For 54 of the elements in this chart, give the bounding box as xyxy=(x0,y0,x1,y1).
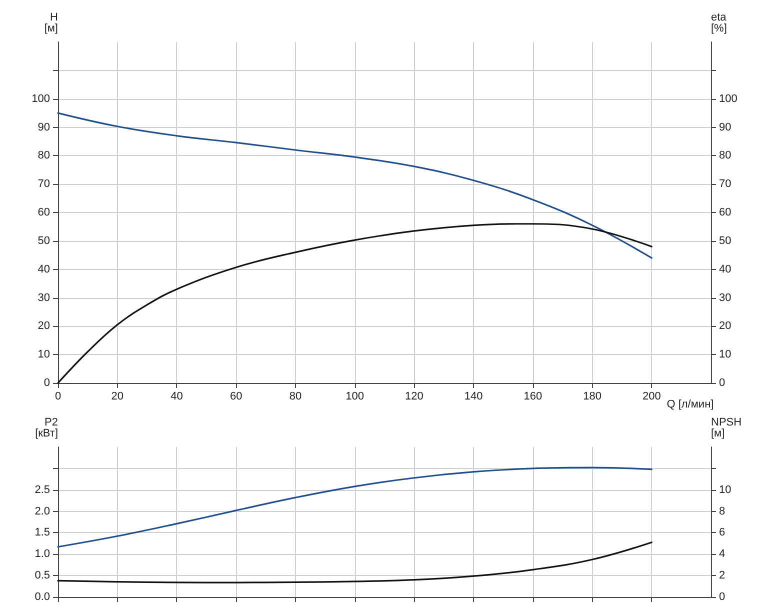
x-tick-label: 180 xyxy=(583,390,602,402)
y2-tick-label: 90 xyxy=(719,121,732,134)
y-tick-label: 1.0 xyxy=(34,548,50,560)
x-tick-label: 0 xyxy=(54,390,62,402)
y2-tick-label: 60 xyxy=(719,206,732,218)
x-axis-title: Q [л/мин] xyxy=(666,398,714,410)
line-series xyxy=(57,223,652,384)
y-tick-label: 90 xyxy=(38,121,50,134)
y2-tick-label: 2 xyxy=(719,570,726,582)
x-tick-label: 60 xyxy=(230,390,242,402)
x-tick-label: 20 xyxy=(111,390,124,402)
y2-tick-label: 80 xyxy=(719,150,732,162)
y2-tick-label: 4 xyxy=(719,548,726,560)
y-tick-label: 80 xyxy=(38,150,50,162)
y2-tick-label: 20 xyxy=(719,320,732,332)
y2-tick-label: 10 xyxy=(719,348,732,361)
x-tick-label: 140 xyxy=(464,390,483,402)
x-tick-label: 80 xyxy=(289,390,302,402)
y-tick-label: 60 xyxy=(38,206,50,218)
y-tick-label: 10 xyxy=(38,348,50,361)
line-series xyxy=(57,466,652,548)
y-tick-label: 2.0 xyxy=(34,505,50,518)
y2-tick-label: 30 xyxy=(719,292,732,304)
x-tick-label: 120 xyxy=(405,390,424,402)
y2-tick-label: 70 xyxy=(719,178,732,190)
y2-tick-label: 10 xyxy=(719,484,732,496)
y2-tick-label: 0 xyxy=(719,591,726,603)
y-tick-label: 50 xyxy=(38,234,50,247)
y2-tick-label: 40 xyxy=(719,263,732,276)
y-tick-label: 70 xyxy=(38,178,50,190)
line-series xyxy=(57,112,652,259)
y2-tick-label: 8 xyxy=(719,505,726,518)
y-tick-label: 2.5 xyxy=(34,484,50,496)
y2-tick-label: 6 xyxy=(719,526,726,539)
x-tick-label: 160 xyxy=(524,390,542,402)
y2-tick-label: 100 xyxy=(719,92,738,105)
y-axis-title: P2 [кВт] xyxy=(35,416,58,440)
y2-tick-label: 50 xyxy=(719,234,732,247)
x-tick-label: 200 xyxy=(642,390,661,402)
y2-axis-title: NPSH [м] xyxy=(711,416,742,440)
y-tick-label: 40 xyxy=(38,263,50,276)
x-tick-label: 100 xyxy=(346,390,364,402)
y-tick-label: 0.5 xyxy=(34,570,50,582)
y-tick-label: 100 xyxy=(32,92,50,105)
line-series xyxy=(57,542,652,584)
y2-axis-title: eta [%] xyxy=(711,12,728,34)
y-tick-label: 30 xyxy=(38,292,50,304)
y-tick-label: 0.0 xyxy=(34,591,50,603)
y-axis-title: H [м] xyxy=(44,12,58,34)
y-tick-label: 1.5 xyxy=(34,526,50,539)
y-tick-label: 0 xyxy=(44,377,50,389)
x-tick-label: 40 xyxy=(170,390,183,402)
y2-tick-label: 0 xyxy=(719,377,726,389)
y-tick-label: 20 xyxy=(38,320,50,332)
